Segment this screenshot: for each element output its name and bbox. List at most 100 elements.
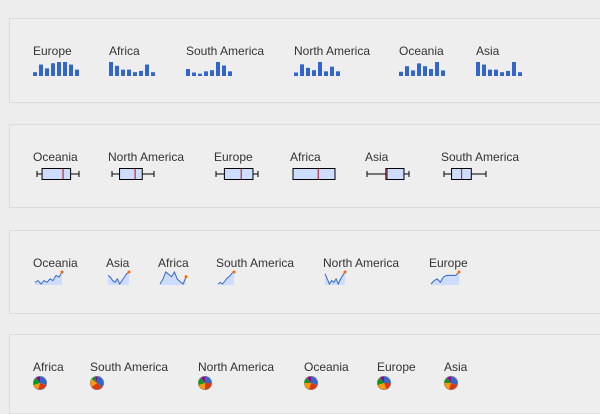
- box-plot: [366, 168, 410, 180]
- region-label: Oceania: [304, 360, 349, 374]
- bar: [441, 70, 445, 76]
- bar-sparkline-oceania: Oceania: [399, 44, 445, 76]
- line-sparkline-panel: Oceania Asia Africa South America North …: [9, 230, 600, 314]
- series-line: [324, 271, 346, 286]
- bar: [139, 70, 143, 76]
- line-sparkline-north-america: North America: [323, 256, 400, 286]
- pie-sparkline-africa: Africa: [33, 360, 64, 391]
- bar: [324, 71, 328, 76]
- pie-slice: [91, 383, 103, 390]
- pie-slice: [446, 376, 451, 383]
- bar: [405, 66, 409, 76]
- bar: [500, 72, 504, 76]
- bar: [330, 66, 334, 76]
- end-spot: [184, 275, 188, 279]
- box: [385, 168, 405, 180]
- bar-chart: [33, 62, 79, 76]
- pie-slice: [304, 383, 311, 390]
- bar: [39, 64, 43, 76]
- region-label: North America: [198, 360, 275, 374]
- bar: [417, 63, 421, 76]
- pie-outline: [304, 376, 318, 390]
- bar: [399, 71, 403, 76]
- bar: [75, 69, 79, 76]
- series-line: [34, 271, 63, 285]
- pie-sparkline-europe: Europe: [377, 360, 416, 391]
- region-label: Oceania: [399, 44, 444, 58]
- line-chart: [107, 270, 131, 286]
- pie-slice: [384, 376, 391, 383]
- box-plot: [111, 168, 155, 180]
- bar: [216, 62, 220, 76]
- bar: [506, 70, 510, 76]
- pie-outline: [90, 376, 104, 390]
- line-fill: [218, 272, 234, 285]
- bar: [494, 69, 498, 76]
- region-label: North America: [323, 256, 400, 270]
- pie-chart: [304, 376, 319, 391]
- box-sparkline-africa: Africa: [290, 150, 336, 180]
- region-label: South America: [441, 150, 520, 164]
- box-plot: [292, 168, 336, 180]
- box: [119, 168, 143, 180]
- line-sparkline-europe: Europe: [429, 256, 468, 285]
- region-label: South America: [186, 44, 265, 58]
- line-fill: [35, 272, 62, 285]
- bar: [336, 71, 340, 76]
- bar: [186, 69, 190, 76]
- region-label: Asia: [106, 256, 130, 270]
- region-label: Asia: [476, 44, 500, 58]
- pie-slice: [306, 376, 311, 383]
- pie-slice: [90, 378, 97, 388]
- line-sparkline-oceania: Oceania: [33, 256, 78, 285]
- bar: [210, 70, 214, 76]
- box-plot: [36, 168, 80, 180]
- bar: [228, 71, 232, 76]
- box-sparkline-north-america: North America: [108, 150, 185, 180]
- bar-sparkline-panel: Europe Africa South America North Americ…: [9, 18, 600, 103]
- pie-sparkline-oceania: Oceania: [304, 360, 349, 391]
- pie-outline: [377, 376, 391, 390]
- region-label: Africa: [290, 150, 321, 164]
- region-label: Europe: [377, 360, 416, 374]
- bar: [115, 65, 119, 76]
- box-sparkline-oceania: Oceania: [33, 150, 80, 180]
- pie-chart: [377, 376, 391, 391]
- bar: [512, 62, 516, 76]
- bar: [109, 62, 113, 76]
- series-line: [430, 271, 460, 285]
- box-plot: [215, 168, 259, 180]
- box-sparkline-asia: Asia: [365, 150, 410, 180]
- bar-chart: [186, 62, 232, 76]
- line-fill: [325, 272, 345, 285]
- region-label: Europe: [33, 44, 72, 58]
- pie-slice: [35, 376, 40, 383]
- bar: [318, 62, 322, 76]
- box-plot: [443, 168, 487, 180]
- region-label: North America: [108, 150, 185, 164]
- line-chart: [430, 270, 461, 285]
- bar: [306, 67, 310, 76]
- region-label: Africa: [158, 256, 189, 270]
- pie-outline: [444, 376, 458, 390]
- end-spot: [127, 270, 131, 274]
- pie-sparkline-asia: Asia: [444, 360, 467, 391]
- bar: [423, 66, 427, 76]
- line-chart: [324, 270, 347, 286]
- box: [292, 168, 336, 180]
- bar: [488, 69, 492, 76]
- pie-slice: [205, 376, 212, 383]
- bar: [482, 64, 486, 76]
- bar: [69, 64, 73, 76]
- pie-chart: [198, 376, 212, 390]
- series-line: [107, 271, 130, 286]
- bar: [145, 64, 149, 76]
- region-label: South America: [216, 256, 295, 270]
- line-fill: [160, 272, 186, 285]
- region-label: Oceania: [33, 256, 78, 270]
- pie-sparkline-north-america: North America: [198, 360, 275, 390]
- end-spot: [60, 270, 64, 274]
- pie-chart: [444, 376, 459, 391]
- region-label: Africa: [109, 44, 140, 58]
- region-label: South America: [90, 360, 169, 374]
